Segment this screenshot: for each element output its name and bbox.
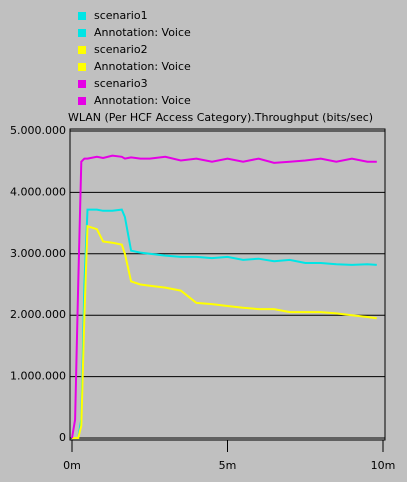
plot-frame [69,128,386,441]
y-tick-label: 1.000.000 [10,370,66,383]
legend-swatch [78,97,86,105]
y-tick-label: 5.000.000 [10,124,66,137]
legend-swatch [78,29,86,37]
y-tick-label: 0 [59,431,66,444]
chart-title: WLAN (Per HCF Access Category).Throughpu… [68,111,373,124]
legend-label: Annotation: Voice [94,94,191,107]
legend-label: scenario1 [94,9,148,22]
legend-swatch [78,46,86,54]
x-tick-label: 5m [219,459,237,472]
x-tick-label: 0m [63,459,81,472]
legend-label: scenario3 [94,77,148,90]
x-tick-label: 10m [371,459,396,472]
y-tick-label: 2.000.000 [10,308,66,321]
legend-swatch [78,63,86,71]
legend-swatch [78,12,86,20]
legend-label: Annotation: Voice [94,26,191,39]
legend-label: Annotation: Voice [94,60,191,73]
series-line [71,154,377,439]
y-tick-label: 3.000.000 [10,247,66,260]
legend-label: scenario2 [94,43,148,56]
series-line [72,224,377,439]
legend-swatch [78,80,86,88]
y-tick-label: 4.000.000 [10,185,66,198]
